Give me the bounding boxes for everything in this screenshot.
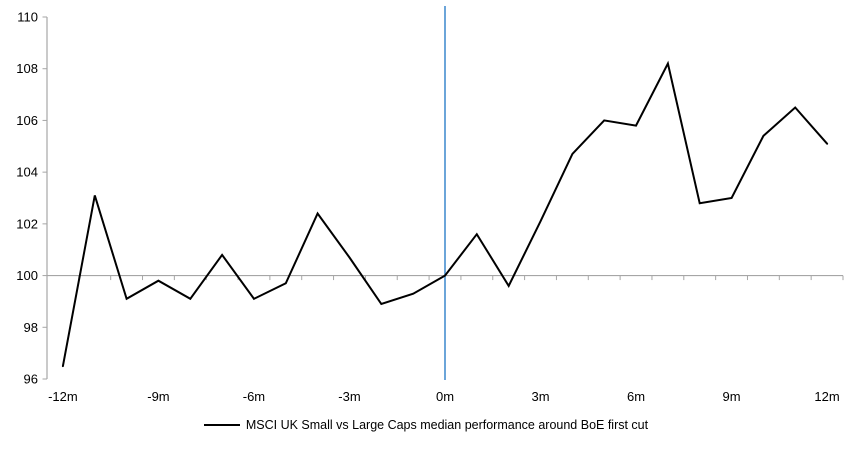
y-tick-label: 110 — [17, 10, 38, 25]
x-tick-label: 12m — [814, 389, 839, 404]
x-tick-label: -6m — [243, 389, 265, 404]
series-line — [61, 60, 829, 368]
legend-line-marker — [203, 424, 240, 426]
chart-legend: MSCI UK Small vs Large Caps median perfo… — [0, 414, 852, 436]
y-tick-label: 96 — [24, 372, 38, 387]
y-tick-label: 98 — [24, 320, 38, 335]
x-tick-labels: -12m -9m -6m -3m 0m 3m 6m 9m 12m — [48, 389, 840, 404]
y-tick-label: 104 — [16, 165, 38, 180]
x-tick-label: 6m — [627, 389, 645, 404]
x-tick-label: -3m — [338, 389, 360, 404]
x-tick-label: 0m — [436, 389, 454, 404]
y-tick-label: 102 — [16, 216, 38, 231]
y-tick-label: 100 — [16, 268, 38, 283]
x-tick-label: -9m — [147, 389, 169, 404]
x-tick-label: 3m — [531, 389, 549, 404]
chart-plot-svg: 96 98 100 102 104 106 108 110 -12m -9m -6m -3m 0m 3m 6… — [16, 6, 844, 404]
y-axis: 96 98 100 102 104 106 108 110 — [16, 10, 48, 387]
x-tick-label: 9m — [723, 389, 741, 404]
y-tick-label: 106 — [16, 113, 38, 128]
legend-label: MSCI UK Small vs Large Caps median perfo… — [245, 418, 649, 432]
x-tick-label: -12m — [48, 389, 78, 404]
y-tick-label: 108 — [16, 61, 38, 76]
